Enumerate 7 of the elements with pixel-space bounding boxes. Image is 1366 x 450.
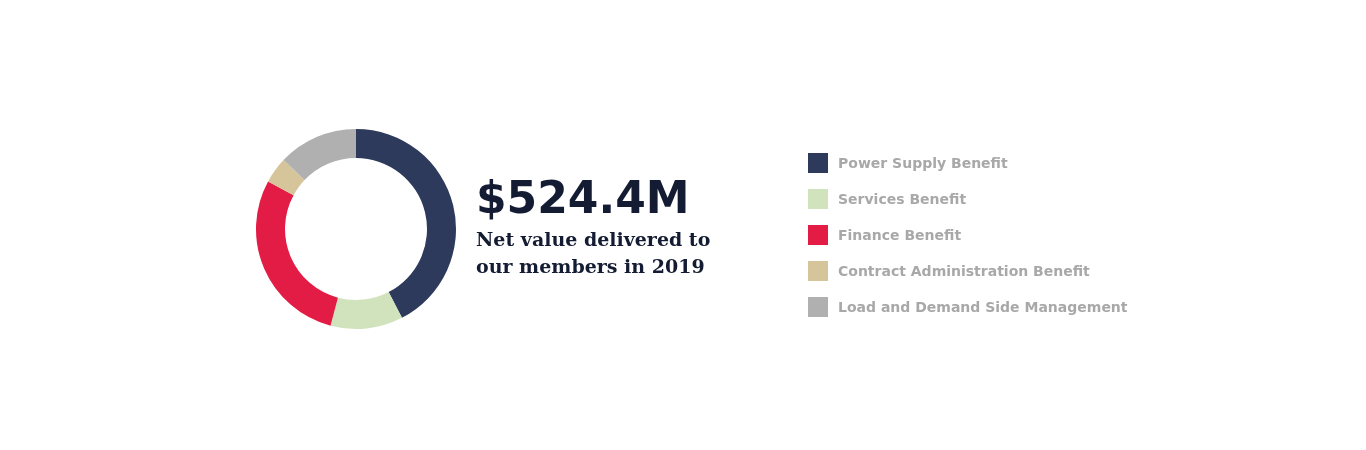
text: Net value delivered to our members in 2019 [476,227,712,279]
legend-label: Services Benefit [838,191,967,207]
legend-label: Contract Administration Benefit [838,263,1090,279]
legend-label: Power Supply Benefit [838,155,1008,171]
text: $524.4M [476,172,690,224]
legend-label: Finance Benefit [838,227,962,243]
legend-label: Load and Demand Side Management [838,299,1128,315]
